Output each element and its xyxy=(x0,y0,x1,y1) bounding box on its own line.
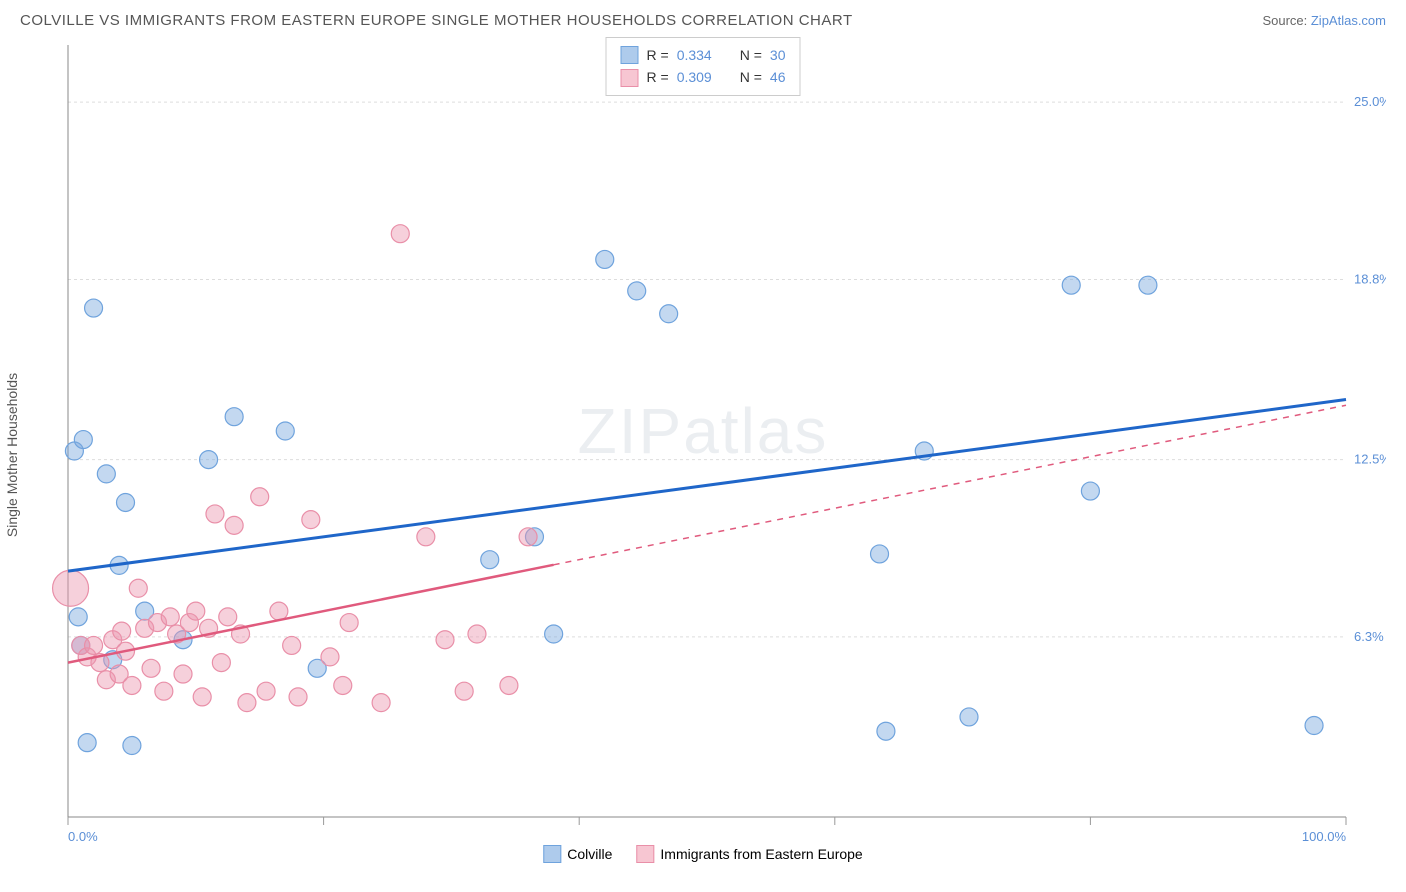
data-point xyxy=(187,602,205,620)
svg-text:0.0%: 0.0% xyxy=(68,829,98,844)
svg-text:6.3%: 6.3% xyxy=(1354,629,1384,644)
source-link[interactable]: ZipAtlas.com xyxy=(1311,13,1386,28)
legend-row-0: R = 0.334 N = 30 xyxy=(621,44,786,66)
data-point xyxy=(1139,276,1157,294)
data-point xyxy=(174,665,192,683)
data-point xyxy=(225,408,243,426)
data-point xyxy=(283,636,301,654)
data-point xyxy=(53,570,89,606)
legend-n-label: N = xyxy=(740,66,762,88)
legend-n-label: N = xyxy=(740,44,762,66)
source-attribution: Source: ZipAtlas.com xyxy=(1262,13,1386,28)
data-point xyxy=(251,488,269,506)
data-point xyxy=(596,250,614,268)
data-point xyxy=(161,608,179,626)
data-point xyxy=(877,722,895,740)
chart-title: COLVILLE VS IMMIGRANTS FROM EASTERN EURO… xyxy=(20,12,853,29)
data-point xyxy=(123,737,141,755)
svg-text:100.0%: 100.0% xyxy=(1302,829,1347,844)
scatter-chart: 6.3% 12.5% 18.8% 25.0% 0.0% 100.0% xyxy=(20,37,1386,857)
data-point xyxy=(85,636,103,654)
data-point xyxy=(142,659,160,677)
svg-text:12.5%: 12.5% xyxy=(1354,452,1386,467)
trend-line-extrapolated xyxy=(554,405,1346,565)
data-point xyxy=(340,614,358,632)
data-point xyxy=(519,528,537,546)
data-point xyxy=(78,734,96,752)
trend-line xyxy=(68,400,1346,572)
svg-text:25.0%: 25.0% xyxy=(1354,94,1386,109)
data-point xyxy=(206,505,224,523)
data-point xyxy=(270,602,288,620)
data-point xyxy=(468,625,486,643)
legend-r-value: 0.309 xyxy=(677,66,712,88)
data-point xyxy=(372,694,390,712)
legend-label: Colville xyxy=(567,846,612,862)
data-point xyxy=(302,511,320,529)
data-point xyxy=(1305,717,1323,735)
data-point xyxy=(455,682,473,700)
data-point xyxy=(117,493,135,511)
y-axis-label: Single Mother Households xyxy=(4,373,20,537)
data-point xyxy=(500,676,518,694)
legend-r-label: R = xyxy=(647,66,669,88)
legend-label: Immigrants from Eastern Europe xyxy=(660,846,862,862)
legend-r-label: R = xyxy=(647,44,669,66)
data-point xyxy=(225,516,243,534)
data-point xyxy=(960,708,978,726)
legend-row-1: R = 0.309 N = 46 xyxy=(621,66,786,88)
legend-r-value: 0.334 xyxy=(677,44,712,66)
data-point xyxy=(871,545,889,563)
data-point xyxy=(660,305,678,323)
data-point xyxy=(219,608,237,626)
legend-swatch-blue xyxy=(621,46,639,64)
data-point xyxy=(69,608,87,626)
legend-swatch-pink xyxy=(636,845,654,863)
data-point xyxy=(481,551,499,569)
data-point xyxy=(257,682,275,700)
data-point xyxy=(1062,276,1080,294)
data-point xyxy=(238,694,256,712)
data-point xyxy=(97,465,115,483)
legend-correlation: R = 0.334 N = 30 R = 0.309 N = 46 xyxy=(606,37,801,96)
data-point xyxy=(212,654,230,672)
data-point xyxy=(193,688,211,706)
svg-text:18.8%: 18.8% xyxy=(1354,271,1386,286)
data-point xyxy=(334,676,352,694)
data-point xyxy=(276,422,294,440)
legend-n-value: 46 xyxy=(770,66,786,88)
data-point xyxy=(391,225,409,243)
legend-swatch-pink xyxy=(621,69,639,87)
legend-swatch-blue xyxy=(543,845,561,863)
data-point xyxy=(321,648,339,666)
data-point xyxy=(200,451,218,469)
data-point xyxy=(85,299,103,317)
legend-n-value: 30 xyxy=(770,44,786,66)
data-point xyxy=(289,688,307,706)
source-prefix: Source: xyxy=(1262,13,1310,28)
data-point xyxy=(123,676,141,694)
data-point xyxy=(628,282,646,300)
legend-series: Colville Immigrants from Eastern Europe xyxy=(543,845,862,863)
data-point xyxy=(545,625,563,643)
data-point xyxy=(129,579,147,597)
data-point xyxy=(436,631,454,649)
data-point xyxy=(113,622,131,640)
data-point xyxy=(74,431,92,449)
data-point xyxy=(155,682,173,700)
data-point xyxy=(1081,482,1099,500)
legend-item-colville: Colville xyxy=(543,845,612,863)
data-point xyxy=(417,528,435,546)
legend-item-immigrants: Immigrants from Eastern Europe xyxy=(636,845,862,863)
